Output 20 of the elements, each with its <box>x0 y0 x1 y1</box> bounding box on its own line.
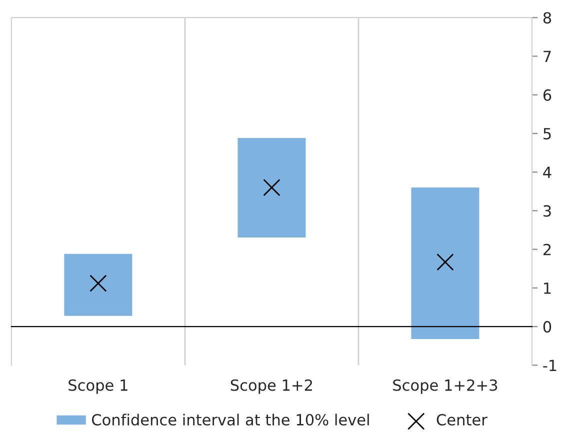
y-tick-label: 7 <box>544 50 551 62</box>
legend-label: Center <box>436 414 488 426</box>
bar <box>410 186 481 340</box>
y-tick-label: 4 <box>543 166 552 178</box>
y-tick-label: -1 <box>543 360 556 372</box>
bar <box>236 136 308 239</box>
y-tick-label: 6 <box>543 89 552 101</box>
bar <box>62 252 134 318</box>
legend-label: Confidence interval at the 10% level <box>92 414 369 426</box>
x-tick-label: Scope 1 <box>68 379 128 394</box>
y-tick-label: 2 <box>543 244 551 256</box>
x-tick-label: Scope 1+2 <box>230 379 312 394</box>
point <box>263 178 280 196</box>
y-tick-label: 3 <box>544 205 551 217</box>
y-tick-label: 8 <box>543 12 552 24</box>
x-tick-label: Scope 1+2+3 <box>393 379 498 394</box>
point <box>436 253 454 271</box>
y-tick-label: 1 <box>544 282 551 294</box>
y-tick-label: 0 <box>543 321 552 333</box>
y-tick-label: 5 <box>544 128 551 140</box>
